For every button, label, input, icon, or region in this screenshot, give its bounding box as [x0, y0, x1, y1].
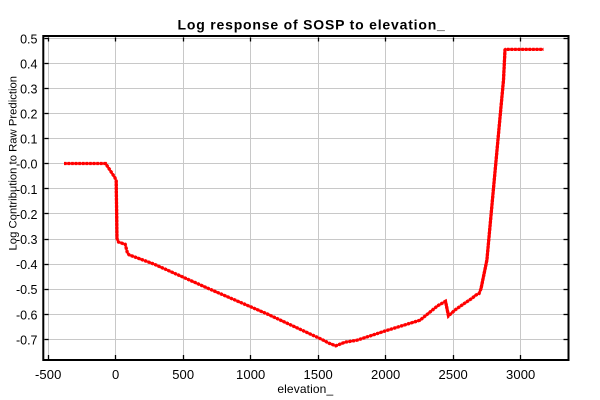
svg-text:-0.2: -0.2	[16, 208, 38, 222]
svg-text:0.3: 0.3	[20, 82, 37, 96]
svg-text:500: 500	[172, 367, 194, 382]
svg-text:-0.7: -0.7	[16, 333, 38, 347]
svg-text:Log response of SOSP to elevat: Log response of SOSP to elevation_	[178, 17, 446, 33]
svg-text:-0.6: -0.6	[16, 308, 38, 322]
svg-text:-0.3: -0.3	[16, 233, 38, 247]
svg-text:-500: -500	[35, 367, 61, 382]
svg-text:-0.4: -0.4	[16, 258, 38, 272]
svg-text:1000: 1000	[236, 367, 265, 382]
svg-text:0.4: 0.4	[20, 57, 37, 71]
svg-text:0.5: 0.5	[20, 32, 37, 46]
svg-text:3000: 3000	[506, 367, 535, 382]
svg-text:Log Contribution to Raw Predic: Log Contribution to Raw Prediction	[8, 76, 20, 251]
svg-text:-0.5: -0.5	[16, 283, 38, 297]
svg-text:-0.0: -0.0	[16, 158, 38, 172]
svg-text:0: 0	[112, 367, 119, 382]
svg-text:0.2: 0.2	[20, 108, 37, 122]
svg-text:2000: 2000	[371, 367, 400, 382]
svg-text:-0.1: -0.1	[16, 183, 38, 197]
svg-text:1500: 1500	[304, 367, 333, 382]
svg-text:0.1: 0.1	[20, 133, 37, 147]
svg-text:2500: 2500	[439, 367, 468, 382]
svg-text:elevation_: elevation_	[277, 382, 333, 396]
